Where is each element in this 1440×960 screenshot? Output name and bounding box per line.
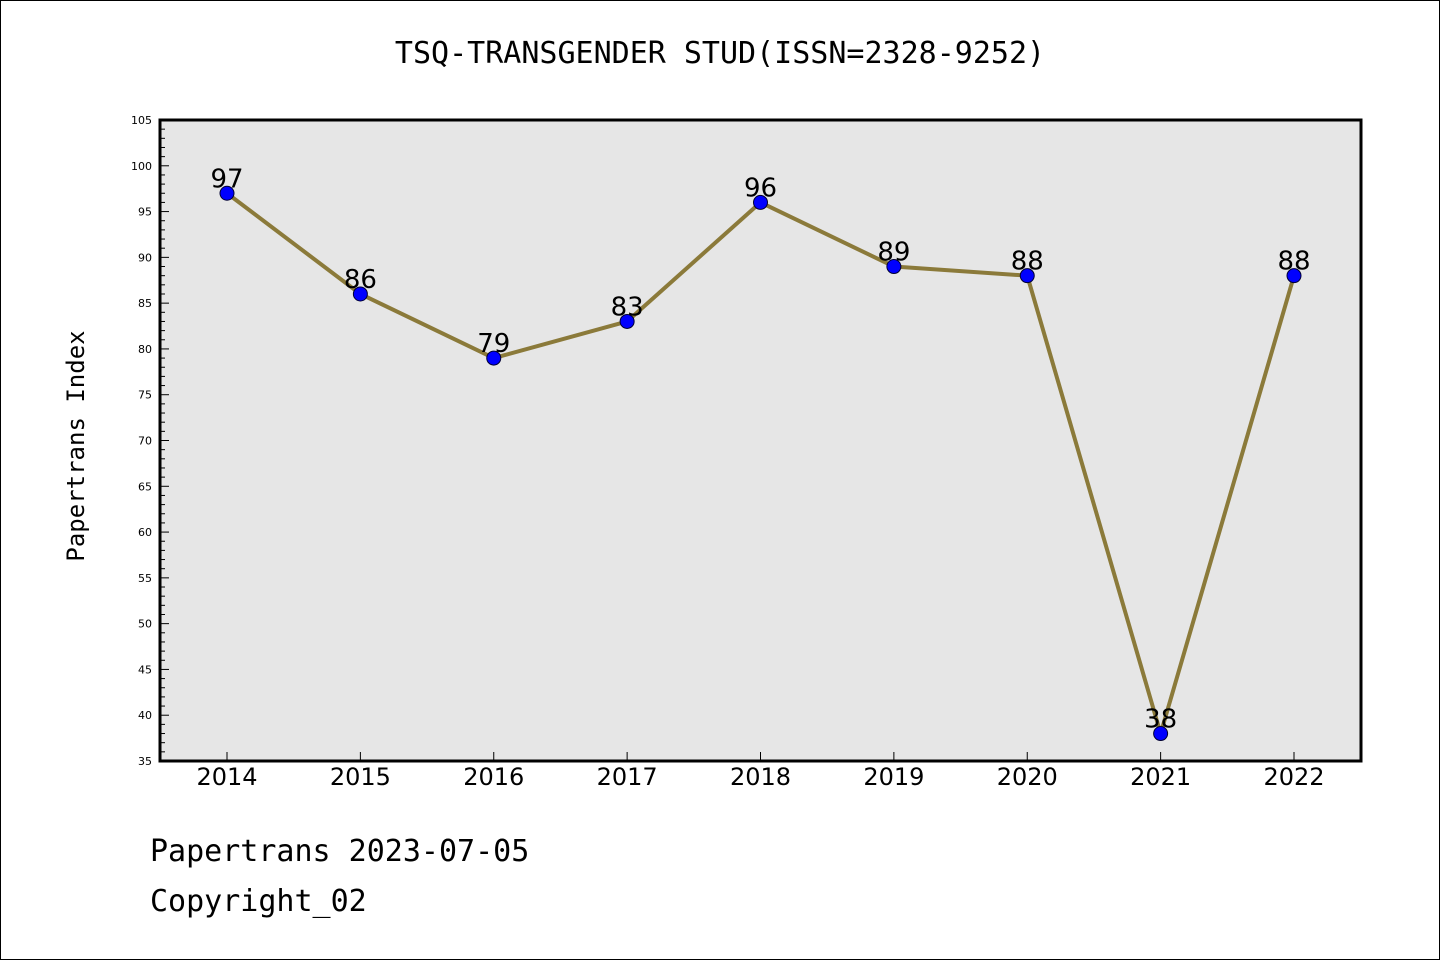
x-tick-label: 2019 (863, 763, 924, 791)
data-point (753, 194, 768, 210)
data-label: 96 (744, 173, 777, 203)
chart-title: TSQ-TRANSGENDER STUD(ISSN=2328-9252) (394, 36, 1046, 71)
y-tick-label: 40 (138, 709, 152, 722)
x-tick-label: 2018 (730, 763, 791, 791)
data-label: 88 (1011, 247, 1044, 277)
y-tick-label: 45 (138, 663, 152, 676)
data-label: 79 (477, 329, 510, 359)
data-label: 38 (1144, 705, 1177, 735)
data-label: 89 (877, 238, 910, 268)
x-tick-label: 2014 (196, 763, 257, 791)
data-label: 86 (344, 265, 377, 295)
y-tick-label: 80 (138, 343, 152, 356)
data-point (486, 350, 502, 366)
plot-area (160, 120, 1361, 761)
y-tick-label: 95 (138, 206, 152, 219)
data-point (886, 259, 902, 275)
data-point (619, 313, 635, 329)
plot-border (158, 118, 1363, 763)
y-tick-label: 105 (131, 114, 152, 127)
data-point (1286, 268, 1302, 284)
data-label: 88 (1277, 247, 1310, 277)
y-tick-label: 50 (138, 618, 152, 631)
x-tick-label: 2017 (597, 763, 658, 791)
y-tick-label: 35 (138, 755, 152, 768)
x-tick-label: 2020 (997, 763, 1058, 791)
x-tick-label: 2016 (463, 763, 524, 791)
x-tick-label: 2015 (330, 763, 391, 791)
y-tick-label: 75 (138, 389, 152, 402)
data-point (352, 286, 368, 302)
footer-date: Papertrans 2023-07-05 (150, 834, 530, 869)
data-point (1019, 268, 1035, 284)
footer-copyright: Copyright_02 (150, 884, 367, 919)
data-label: 97 (210, 164, 243, 194)
data-label: 83 (611, 292, 644, 322)
y-tick-label: 85 (138, 297, 152, 310)
data-point (1153, 726, 1169, 742)
y-tick-label: 60 (138, 526, 152, 539)
y-tick-label: 70 (138, 435, 152, 448)
y-tick-label: 65 (138, 480, 152, 493)
y-tick-label: 100 (131, 160, 152, 173)
y-tick-label: 90 (138, 251, 152, 264)
y-tick-label: 55 (138, 572, 152, 585)
data-point (219, 185, 235, 201)
x-tick-label: 2021 (1130, 763, 1191, 791)
x-tick-label: 2022 (1263, 763, 1324, 791)
